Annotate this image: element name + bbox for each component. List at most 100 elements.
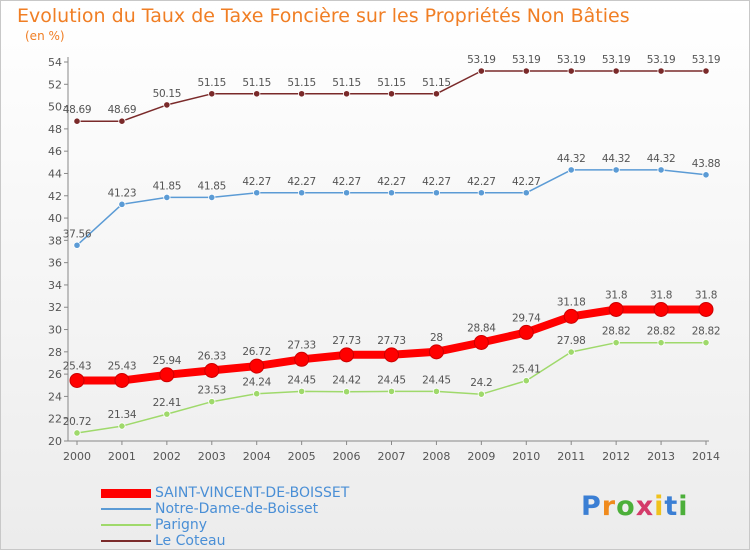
series-3-point-2009 <box>477 390 485 398</box>
y-tick-label-20: 20 <box>48 435 62 448</box>
series-4-label-2003: 51.15 <box>198 77 227 89</box>
y-tick-label-48: 48 <box>48 123 62 136</box>
series-4-label-2004: 51.15 <box>242 77 271 89</box>
series-3-label-2008: 24.45 <box>422 374 451 386</box>
series-4-label-2010: 53.19 <box>512 54 541 66</box>
series-4-point-2007 <box>387 90 396 98</box>
series-1-label-2005: 27.33 <box>287 339 316 351</box>
series-3-point-2004 <box>253 390 261 398</box>
y-tick-label-32: 32 <box>48 301 62 314</box>
legend-label-3: Parigny <box>155 517 208 533</box>
legend-swatch-2 <box>101 508 151 510</box>
series-1-label-2013: 31.8 <box>650 289 672 301</box>
series-2-point-2000 <box>73 241 81 249</box>
series-1-point-2012 <box>608 301 624 317</box>
series-1-label-2007: 27.73 <box>377 335 406 347</box>
series-2-label-2003: 41.85 <box>198 180 227 192</box>
series-4-label-2011: 53.19 <box>557 54 586 66</box>
series-4-point-2009 <box>477 67 485 75</box>
series-1-label-2008: 28 <box>430 332 443 344</box>
x-tick-label-2012: 2012 <box>602 450 630 463</box>
series-3-point-2012 <box>612 339 620 347</box>
series-4-label-2013: 53.19 <box>647 54 676 66</box>
series-3-point-2007 <box>387 387 396 395</box>
series-4-label-2007: 51.15 <box>377 77 406 89</box>
series-1-point-2001 <box>114 372 130 388</box>
series-1-label-2002: 25.94 <box>153 355 182 367</box>
x-tick-label-2014: 2014 <box>692 450 720 463</box>
series-1-label-2006: 27.73 <box>332 335 361 347</box>
series-1-point-2010 <box>518 324 534 340</box>
y-tick-label-22: 22 <box>48 413 62 426</box>
series-1-point-2005 <box>294 351 310 367</box>
series-2-label-2011: 44.32 <box>557 153 586 165</box>
series-3-label-2003: 23.53 <box>198 385 227 397</box>
series-4-point-2011 <box>567 67 575 75</box>
y-tick-label-42: 42 <box>48 190 62 203</box>
series-2-point-2005 <box>298 189 306 197</box>
series-4-point-2003 <box>208 90 216 98</box>
x-tick-label-2013: 2013 <box>647 450 675 463</box>
x-tick-label-2011: 2011 <box>557 450 585 463</box>
series-1-point-2002 <box>159 367 175 383</box>
series-1-point-2008 <box>428 344 444 360</box>
series-2-point-2014 <box>702 171 710 179</box>
series-4-label-2000: 48.69 <box>63 104 92 116</box>
series-3-label-2010: 25.41 <box>512 364 541 376</box>
series-4-label-2014: 53.19 <box>692 54 721 66</box>
legend-swatch-4 <box>101 540 151 542</box>
x-tick-label-2003: 2003 <box>198 450 226 463</box>
series-4-label-2001: 48.69 <box>108 104 137 116</box>
series-2-point-2008 <box>432 189 441 197</box>
y-tick-label-40: 40 <box>48 212 62 225</box>
legend-label-2: Notre-Dame-de-Boisset <box>155 501 319 517</box>
series-2-point-2006 <box>342 189 351 197</box>
series-2-label-2012: 44.32 <box>602 153 631 165</box>
x-tick-label-2006: 2006 <box>333 450 361 463</box>
series-3-label-2007: 24.45 <box>377 374 406 386</box>
series-3-label-2012: 28.82 <box>602 326 631 338</box>
series-1-label-2001: 25.43 <box>108 360 137 372</box>
series-4-point-2000 <box>73 117 81 125</box>
series-1-label-2000: 25.43 <box>63 360 92 372</box>
series-4-label-2009: 53.19 <box>467 54 496 66</box>
series-3-point-2002 <box>163 410 171 418</box>
series-3-point-2014 <box>702 339 710 347</box>
series-1-point-2004 <box>249 358 265 374</box>
series-2-point-2009 <box>477 189 485 197</box>
series-3-point-2011 <box>567 348 575 356</box>
series-3-label-2014: 28.82 <box>692 326 721 338</box>
series-4-point-2002 <box>163 101 171 109</box>
series-4-point-2008 <box>432 90 441 98</box>
series-3-point-2003 <box>208 398 216 406</box>
series-3-label-2009: 24.2 <box>470 377 492 389</box>
series-1-point-2007 <box>384 347 399 363</box>
series-4-label-2006: 51.15 <box>332 77 361 89</box>
series-3-label-2004: 24.24 <box>242 377 271 389</box>
series-3-point-2010 <box>522 377 530 385</box>
series-4-label-2008: 51.15 <box>422 77 451 89</box>
series-3-point-2008 <box>432 387 441 395</box>
series-2-point-2003 <box>208 193 216 202</box>
legend-swatch-3 <box>101 524 151 526</box>
series-4-point-2010 <box>522 67 530 75</box>
series-3-label-2013: 28.82 <box>647 326 676 338</box>
series-2-label-2010: 42.27 <box>512 176 541 188</box>
series-1-point-2009 <box>473 334 489 350</box>
series-2-label-2004: 42.27 <box>242 176 271 188</box>
series-3-label-2000: 20.72 <box>63 416 92 428</box>
series-4-point-2012 <box>612 67 620 75</box>
y-tick-label-38: 38 <box>48 234 62 247</box>
series-1-label-2011: 31.18 <box>557 296 586 308</box>
series-2-label-2013: 44.32 <box>647 153 676 165</box>
legend-label-4: Le Coteau <box>155 533 226 549</box>
x-tick-label-2009: 2009 <box>467 450 495 463</box>
series-2-label-2001: 41.23 <box>108 187 137 199</box>
series-4-point-2005 <box>298 90 306 98</box>
series-2-label-2007: 42.27 <box>377 176 406 188</box>
series-3-label-2005: 24.45 <box>287 374 316 386</box>
y-tick-label-52: 52 <box>48 78 62 91</box>
y-tick-label-28: 28 <box>48 346 62 359</box>
series-2-label-2005: 42.27 <box>287 176 316 188</box>
